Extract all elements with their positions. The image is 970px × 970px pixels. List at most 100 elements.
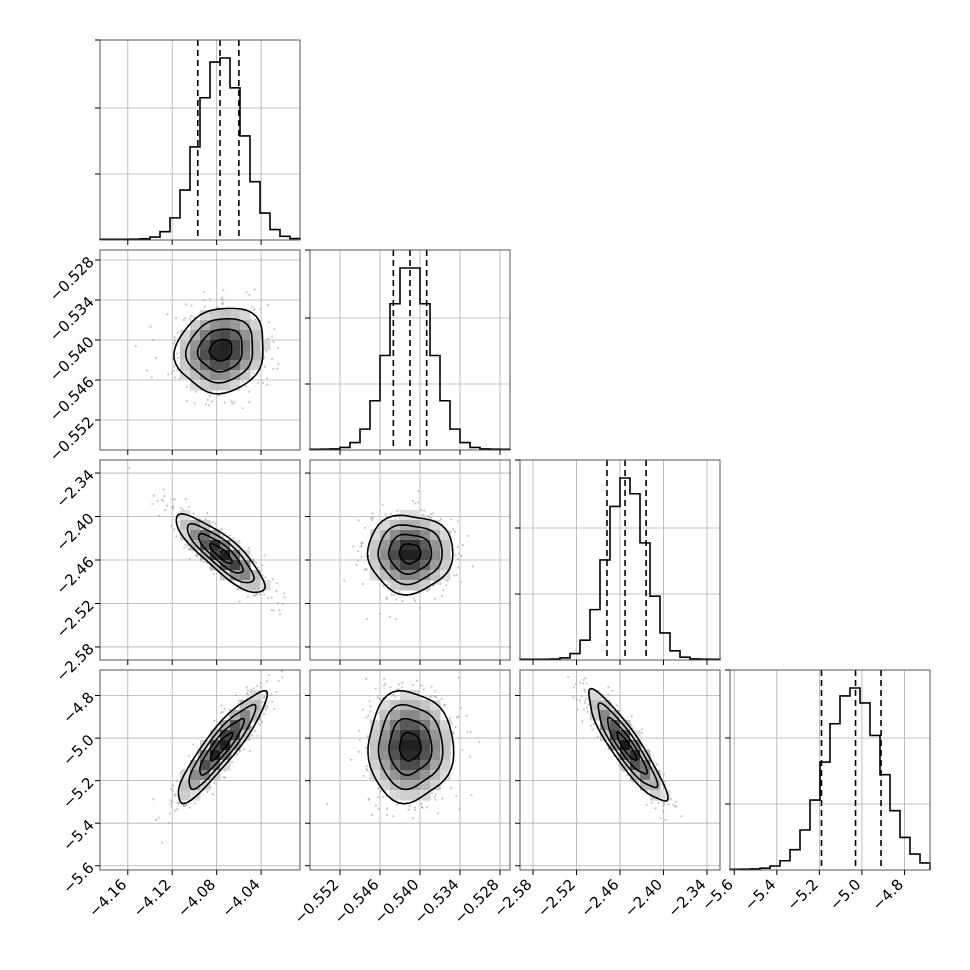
scatter-point — [466, 534, 469, 538]
density-cell — [190, 330, 201, 341]
scatter-point — [417, 501, 420, 504]
density-cell — [410, 580, 421, 591]
density-cell — [410, 790, 421, 801]
scatter-point — [607, 693, 610, 696]
panel-frame — [99, 249, 301, 451]
density-cell — [370, 750, 381, 761]
scatter-point — [382, 684, 386, 687]
scatter-panel-3-2 — [305, 459, 511, 665]
scatter-point — [371, 516, 374, 520]
scatter-point — [207, 404, 211, 407]
density-cell — [390, 750, 401, 761]
density-cell — [400, 780, 411, 791]
density-cell — [230, 370, 241, 381]
scatter-point — [584, 677, 587, 680]
density-cell — [610, 740, 621, 751]
scatter-point — [455, 794, 458, 797]
density-cell — [200, 320, 211, 331]
scatter-point — [401, 681, 404, 684]
density-cell — [590, 710, 601, 721]
density-cell — [220, 730, 231, 741]
density-cell — [380, 530, 391, 541]
density-cell — [240, 720, 251, 731]
scatter-point — [187, 505, 190, 509]
scatter-point — [209, 298, 212, 301]
contour-line — [377, 524, 443, 586]
scatter-point — [426, 590, 429, 593]
density-cell — [230, 570, 241, 581]
contour-line — [377, 703, 444, 791]
density-cell — [410, 510, 421, 521]
scatter-point — [154, 356, 157, 359]
scatter-point — [263, 554, 266, 557]
density-cell — [380, 710, 391, 721]
scatter-point — [418, 606, 421, 610]
scatter-point — [253, 594, 256, 597]
density-layer — [567, 675, 683, 821]
scatter-point — [154, 818, 158, 822]
density-cell — [640, 770, 651, 781]
scatter-point — [470, 794, 473, 797]
scatter-point — [245, 686, 248, 689]
density-cell — [200, 370, 211, 381]
panel-frame — [99, 39, 301, 241]
density-cell — [430, 780, 441, 791]
scatter-point — [254, 730, 257, 733]
scatter-point — [240, 740, 243, 744]
scatter-point — [377, 527, 380, 530]
scatter-point — [395, 617, 398, 621]
scatter-point — [167, 373, 170, 376]
scatter-point — [271, 578, 274, 581]
scatter-point — [417, 489, 420, 493]
density-cell — [410, 520, 421, 531]
scatter-point — [270, 693, 273, 696]
density-cell — [190, 360, 201, 371]
density-cell — [210, 310, 221, 321]
scatter-point — [192, 512, 195, 515]
scatter-point — [395, 803, 399, 806]
density-cell — [620, 720, 631, 731]
scatter-point — [277, 679, 280, 682]
scatter-point — [255, 561, 258, 564]
scatter-point — [197, 753, 201, 757]
scatter-point — [397, 683, 400, 686]
scatter-point — [171, 372, 174, 375]
scatter-point — [326, 803, 329, 806]
scatter-point — [173, 342, 176, 345]
density-cell — [390, 740, 401, 751]
scatter-point — [180, 506, 183, 510]
scatter-point — [193, 802, 196, 805]
scatter-point — [264, 576, 267, 579]
scatter-point — [280, 670, 283, 673]
density-cell — [190, 340, 201, 351]
scatter-point — [173, 498, 177, 501]
scatter-point — [185, 399, 188, 403]
density-cell — [380, 770, 391, 781]
density-cell — [240, 320, 251, 331]
density-cell — [390, 580, 401, 591]
density-cell — [240, 710, 251, 721]
scatter-point — [182, 805, 185, 808]
scatter-point — [260, 720, 264, 724]
scatter-point — [392, 594, 395, 597]
scatter-point — [248, 293, 251, 297]
scatter-point — [436, 582, 439, 585]
scatter-point — [291, 656, 293, 658]
density-cell — [410, 550, 421, 561]
scatter-point — [360, 555, 363, 559]
scatter-point — [622, 770, 625, 773]
scatter-point — [674, 805, 677, 808]
histogram-panel-1 — [95, 39, 301, 245]
density-cell — [190, 350, 201, 361]
density-cell — [180, 510, 191, 521]
scatter-point — [611, 689, 614, 692]
density-cell — [230, 740, 241, 751]
density-cell — [200, 760, 211, 771]
scatter-point — [220, 298, 223, 301]
scatter-point — [376, 696, 380, 699]
scatter-point — [367, 714, 370, 717]
density-cell — [390, 540, 401, 551]
scatter-point — [365, 677, 368, 681]
scatter-point — [188, 548, 191, 551]
scatter-point — [455, 716, 458, 719]
